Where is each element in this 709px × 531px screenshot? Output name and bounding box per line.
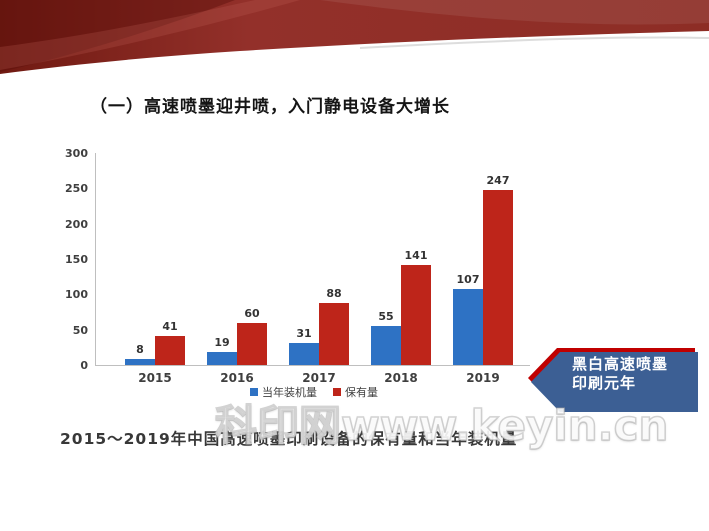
bar-value-label: 19 [214, 335, 230, 349]
bar-当年装机量-2018 [371, 326, 401, 365]
bar-value-label: 107 [456, 273, 480, 287]
bar-value-label: 8 [136, 343, 144, 357]
bar-当年装机量-2016 [207, 351, 237, 365]
bar-保有量-2015 [155, 336, 185, 365]
header-sheen [320, 0, 709, 25]
banner-blue-body [531, 352, 698, 412]
x-axis-tick-label: 2018 [384, 371, 418, 385]
bar-value-label: 60 [244, 306, 260, 320]
bar-value-label: 141 [404, 249, 428, 263]
legend-swatch [333, 388, 341, 396]
bar-保有量-2016 [237, 322, 267, 365]
header-band [0, 0, 709, 74]
x-axis-tick-label: 2017 [302, 371, 336, 385]
callout-arrow-banner [528, 348, 698, 412]
bar-value-label: 88 [326, 286, 342, 300]
y-axis-tick-label: 250 [65, 182, 88, 196]
bar-当年装机量-2017 [289, 343, 319, 365]
legend-swatch [250, 388, 258, 396]
x-axis-tick-label: 2019 [466, 371, 500, 385]
x-axis-tick-label: 2015 [138, 371, 172, 385]
legend-label: 当年装机量 [262, 386, 317, 399]
slide-title: （一）高速喷墨迎井喷，入门静电设备大增长 [90, 97, 450, 117]
bar-当年装机量-2015 [125, 359, 155, 365]
x-axis-tick-label: 2016 [220, 371, 254, 385]
legend-item-保有量: 保有量 [333, 384, 378, 400]
bar-当年装机量-2019 [453, 289, 483, 365]
y-axis-tick-label: 300 [65, 147, 88, 160]
callout-banner-text: 黑白高速喷墨 印刷元年 [572, 355, 668, 393]
chart-legend: 当年装机量 保有量 [250, 384, 378, 400]
y-axis-tick-label: 0 [80, 359, 88, 372]
header-shadow-arc [359, 36, 709, 49]
header-highlight-streak [0, 0, 300, 70]
x-axis-line [95, 365, 530, 366]
callout-line-2: 印刷元年 [572, 374, 637, 392]
header-ribbon-graphic [0, 0, 709, 74]
y-axis-tick-label: 200 [65, 217, 88, 231]
chart-caption: 2015～2019年中国高速喷墨印刷设备的保有量和当年装机量 [60, 430, 518, 448]
header-dark-ribbon [0, 0, 235, 72]
bar-value-label: 55 [378, 310, 394, 324]
bar-value-label: 41 [162, 320, 178, 334]
y-axis-tick-label: 50 [72, 323, 88, 337]
y-axis-tick-label: 100 [65, 288, 88, 302]
bar-保有量-2019 [483, 190, 513, 365]
bar-value-label: 247 [486, 174, 510, 188]
y-axis-tick-label: 150 [65, 253, 88, 266]
legend-label: 保有量 [345, 386, 378, 399]
bar-保有量-2017 [319, 302, 349, 365]
callout-line-1: 黑白高速喷墨 [572, 355, 669, 373]
bar-保有量-2018 [401, 265, 431, 365]
legend-item-当年装机量: 当年装机量 [250, 384, 317, 400]
bar-value-label: 31 [296, 327, 312, 341]
y-axis-line [95, 153, 96, 365]
